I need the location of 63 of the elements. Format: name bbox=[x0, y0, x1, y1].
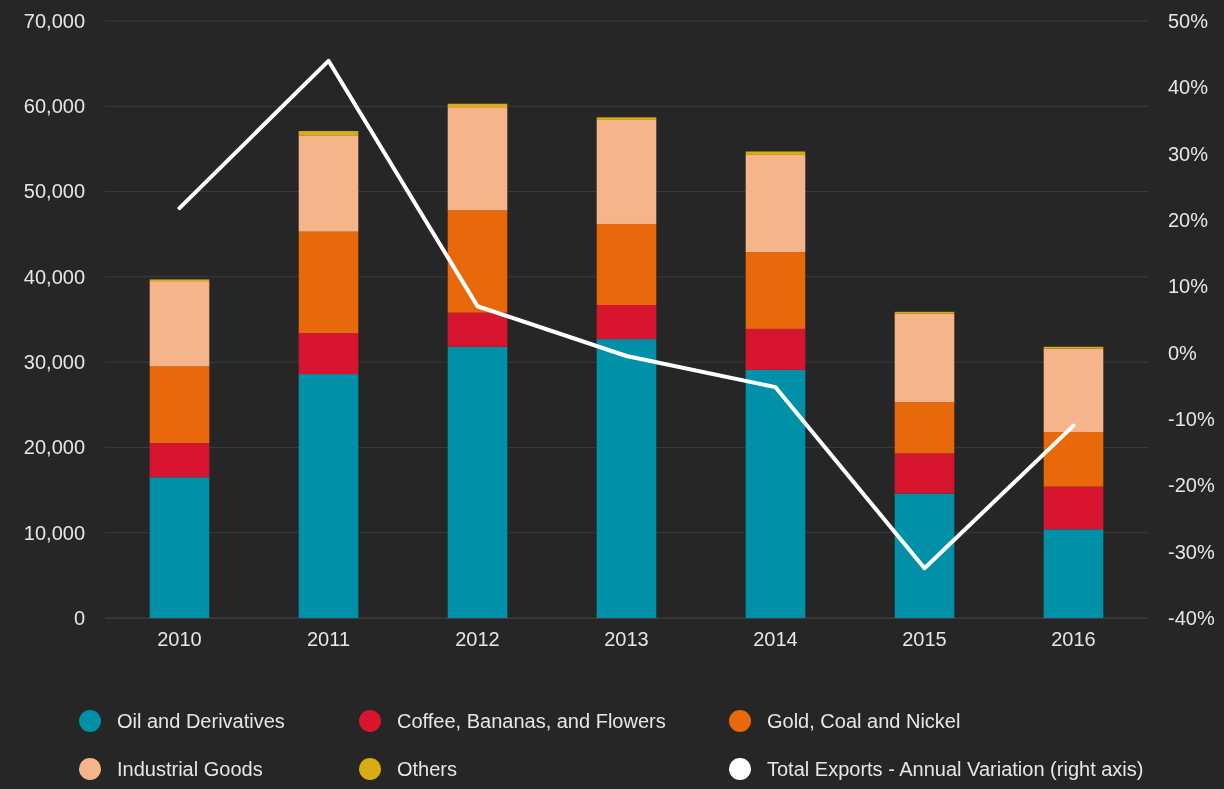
y2-tick-label: 40% bbox=[1168, 76, 1209, 99]
y2-tick-label: 20% bbox=[1168, 208, 1209, 231]
x-tick-label: 2016 bbox=[1051, 628, 1096, 651]
y2-tick-label: 50% bbox=[1168, 9, 1209, 32]
y-tick-label: 70,000 bbox=[23, 9, 85, 32]
legend-label: Total Exports - Annual Variation (right axis) bbox=[767, 758, 1144, 780]
legend-label: Gold, Coal and Nickel bbox=[767, 710, 961, 732]
bar bbox=[149, 366, 210, 444]
bar bbox=[596, 339, 657, 618]
bar bbox=[298, 231, 359, 334]
bar bbox=[596, 119, 657, 224]
legend-label: Industrial Goods bbox=[117, 758, 263, 780]
bar bbox=[298, 135, 359, 232]
y-tick-label: 60,000 bbox=[23, 95, 85, 118]
bar bbox=[894, 402, 955, 454]
y2-tick-label: -10% bbox=[1168, 407, 1215, 430]
bar bbox=[1043, 348, 1104, 433]
line-series bbox=[177, 58, 1076, 571]
bar bbox=[745, 369, 806, 618]
legend-label: Others bbox=[397, 758, 458, 780]
bar bbox=[745, 151, 806, 155]
bar bbox=[447, 346, 508, 618]
x-tick-label: 2012 bbox=[455, 628, 500, 651]
y-tick-label: 40,000 bbox=[23, 265, 85, 288]
bar bbox=[894, 313, 955, 403]
x-tick-label: 2011 bbox=[306, 628, 351, 651]
y-tick-label: 20,000 bbox=[23, 436, 85, 459]
y2-tick-label: 0% bbox=[1168, 341, 1198, 364]
bar bbox=[596, 223, 657, 305]
y-tick-label: 30,000 bbox=[23, 351, 85, 374]
bar bbox=[596, 305, 657, 340]
x-tick-label: 2010 bbox=[157, 628, 202, 651]
bar bbox=[894, 493, 955, 618]
bar bbox=[745, 252, 806, 329]
legend-label: Oil and Derivatives bbox=[117, 710, 285, 732]
bar bbox=[1043, 486, 1104, 530]
x-tick-label: 2013 bbox=[604, 628, 649, 651]
bar bbox=[1043, 432, 1104, 487]
y-tick-label: 10,000 bbox=[23, 521, 85, 544]
y-tick-label: 0 bbox=[73, 606, 85, 629]
bar bbox=[149, 281, 210, 367]
bar bbox=[745, 154, 806, 253]
bar bbox=[298, 131, 359, 136]
legend-label: Coffee, Bananas, and Flowers bbox=[397, 710, 666, 732]
bar bbox=[894, 453, 955, 494]
bar bbox=[298, 374, 359, 618]
bar bbox=[149, 443, 210, 478]
bar bbox=[298, 333, 359, 375]
y2-tick-label: -20% bbox=[1168, 474, 1215, 497]
y2-tick-label: 10% bbox=[1168, 275, 1209, 298]
bar bbox=[745, 328, 806, 370]
y2-tick-label: -40% bbox=[1168, 606, 1215, 629]
y2-tick-label: -30% bbox=[1168, 540, 1215, 563]
bar bbox=[447, 210, 508, 313]
y2-tick-label: 30% bbox=[1168, 142, 1209, 165]
y-tick-label: 50,000 bbox=[23, 180, 85, 203]
bar bbox=[596, 117, 657, 120]
x-tick-label: 2014 bbox=[753, 628, 798, 651]
bar bbox=[149, 477, 210, 618]
bar bbox=[447, 107, 508, 211]
x-tick-label: 2015 bbox=[902, 628, 947, 651]
bar bbox=[447, 312, 508, 347]
bar bbox=[1043, 529, 1104, 618]
